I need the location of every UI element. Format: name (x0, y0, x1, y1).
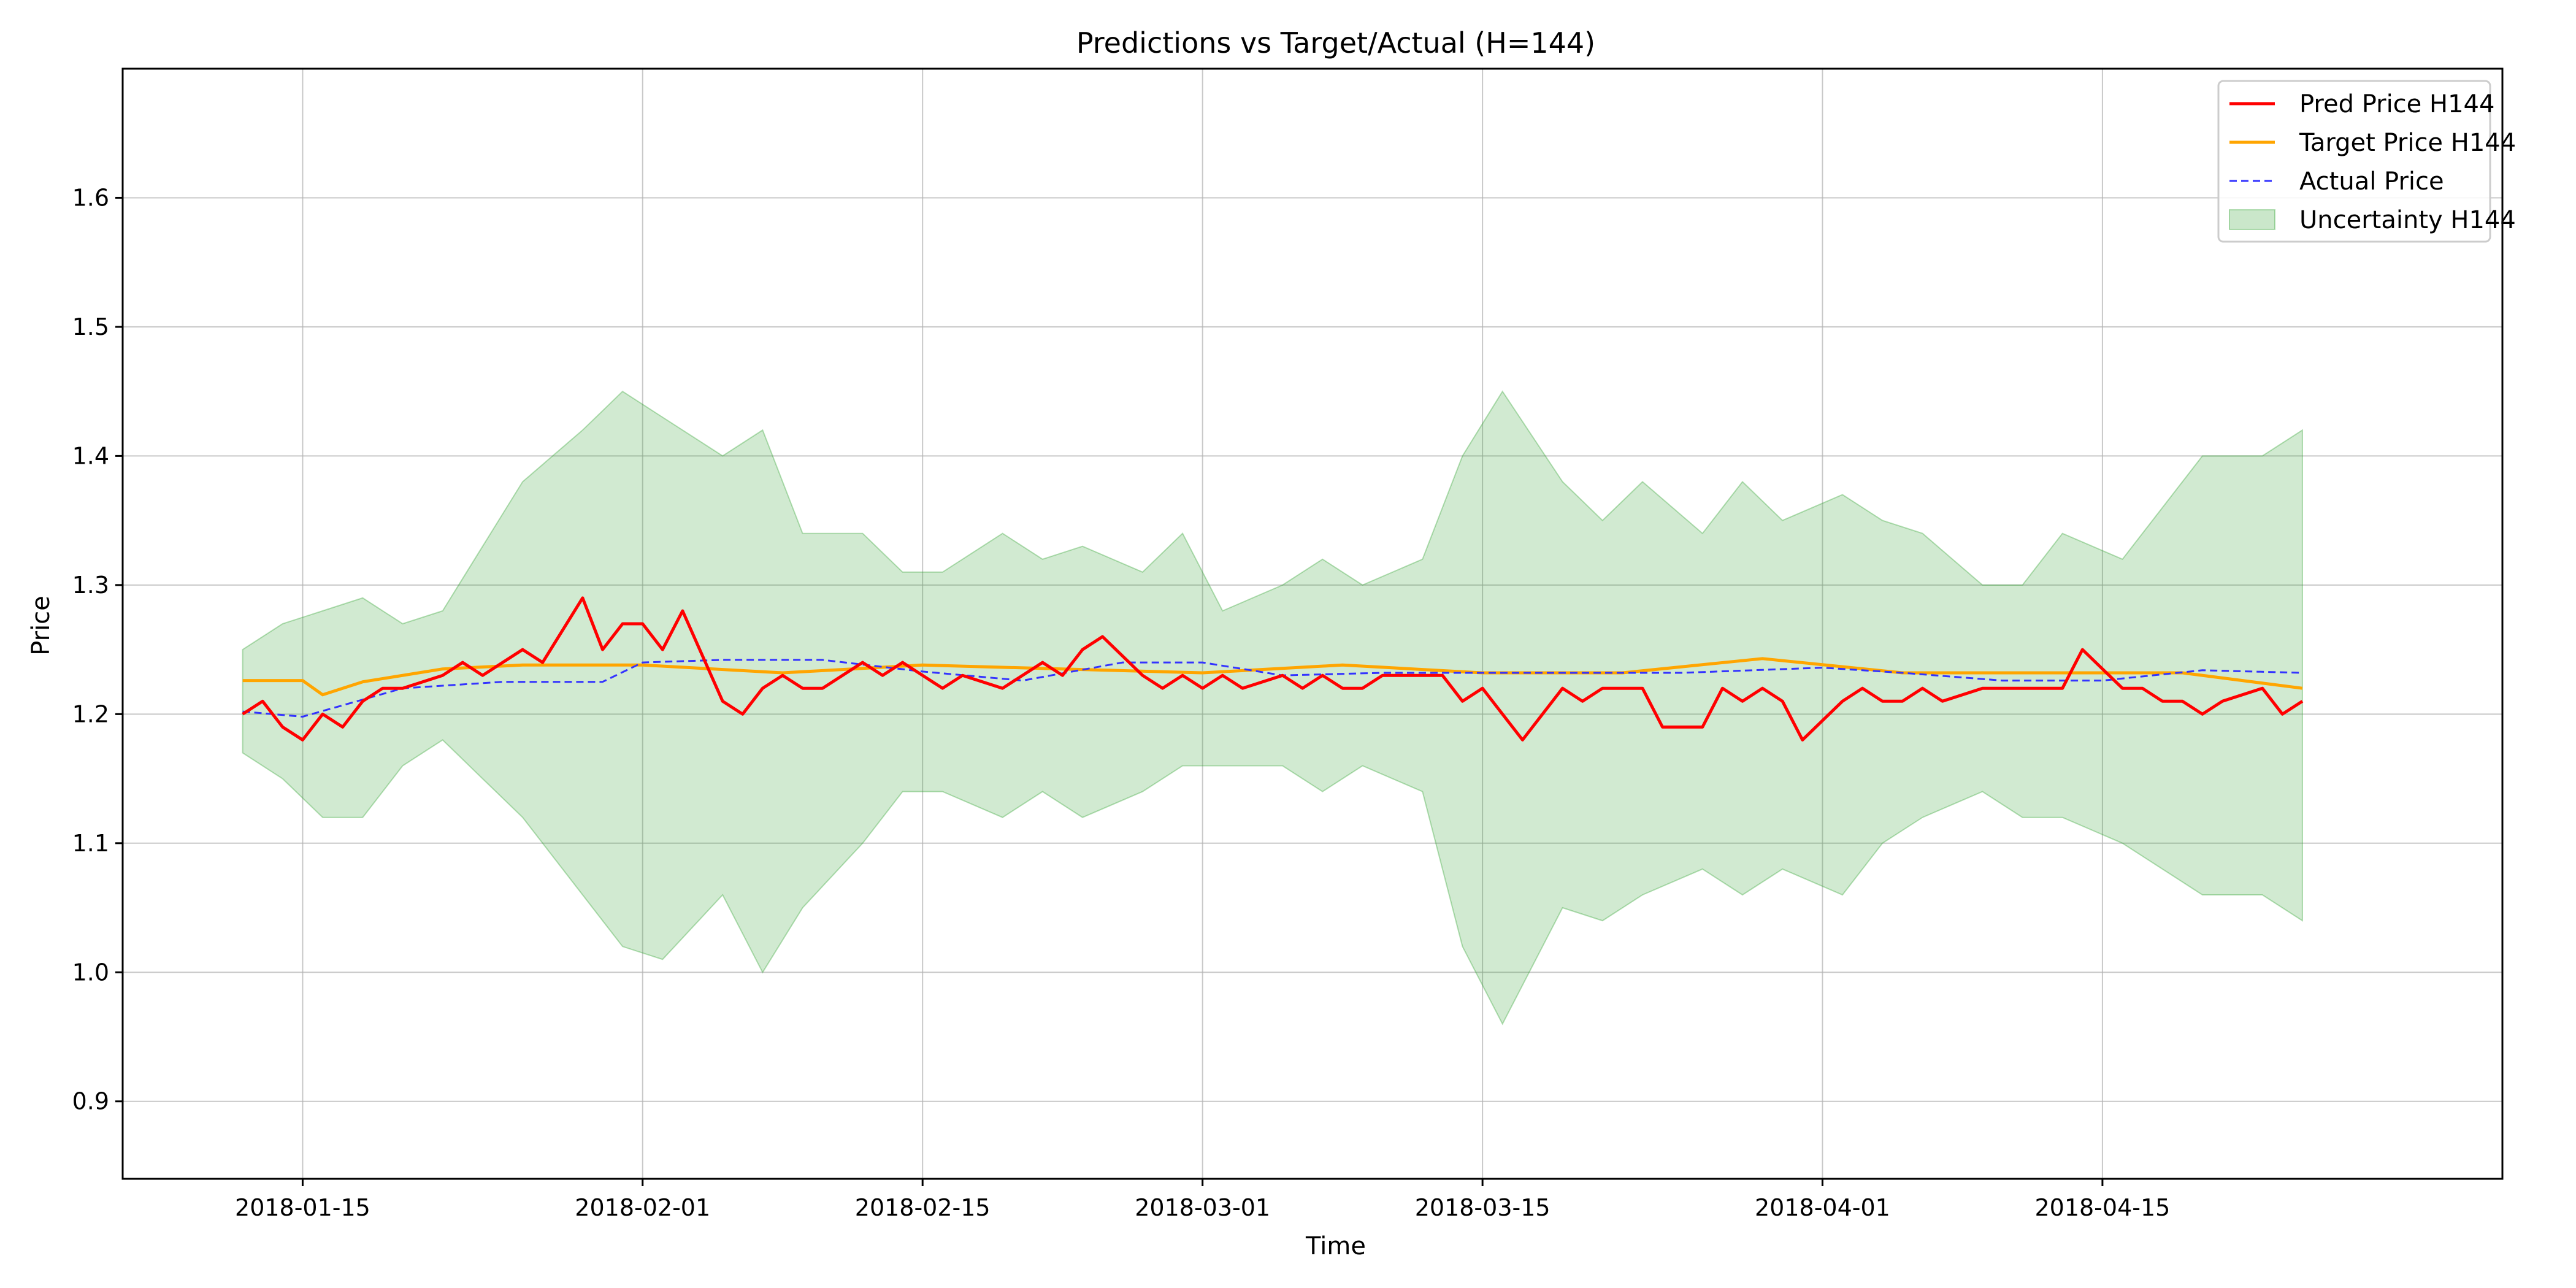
uncertainty-band-layer (242, 390, 2303, 1025)
x-tick-label: 2018-02-15 (855, 1194, 991, 1221)
y-tick-label: 0.9 (72, 1088, 109, 1115)
y-tick-label: 1.2 (72, 700, 109, 727)
chart-title: Predictions vs Target/Actual (H=144) (1076, 26, 1595, 59)
legend-label-2: Actual Price (2299, 167, 2444, 196)
legend: Pred Price H144 Target Price H144 Actual P… (2217, 80, 2516, 243)
legend-label-0: Pred Price H144 (2299, 90, 2494, 118)
grid (123, 69, 2502, 1179)
x-tick-label: 2018-01-15 (235, 1194, 370, 1221)
legend-box (2217, 80, 2491, 243)
legend-label-3: Uncertainty H144 (2299, 206, 2516, 234)
y-tick-label: 1.0 (72, 959, 109, 986)
series-line-0 (242, 596, 2304, 742)
x-axis-label: Time (1305, 1232, 1366, 1260)
x-axis-ticks: 2018-01-15 2018-02-01 2018-02-15 2018-03-01… (235, 1179, 2170, 1221)
x-tick-label: 2018-03-01 (1135, 1194, 1270, 1221)
legend-label-1: Target Price H144 (2299, 129, 2516, 157)
series-line-2 (242, 659, 2302, 718)
x-tick-label: 2018-04-01 (1755, 1194, 1890, 1221)
x-tick-label: 2018-03-15 (1415, 1194, 1551, 1221)
y-axis-label: Price (27, 596, 55, 656)
y-tick-label: 1.6 (72, 184, 109, 211)
y-axis-ticks: 0.9 1.0 1.1 1.2 1.3 1.4 1.5 1.6 (72, 184, 123, 1115)
x-tick-label: 2018-04-15 (2034, 1194, 2170, 1221)
uncertainty-band (242, 390, 2303, 1025)
plot-frame (121, 67, 2504, 1180)
y-tick-label: 1.4 (72, 442, 109, 469)
y-tick-label: 1.5 (72, 313, 109, 340)
y-tick-label: 1.1 (72, 830, 109, 857)
x-tick-label: 2018-02-01 (575, 1194, 710, 1221)
y-tick-label: 1.3 (72, 572, 109, 599)
series-layer (242, 596, 2304, 742)
legend-swatch-3 (2229, 209, 2275, 230)
